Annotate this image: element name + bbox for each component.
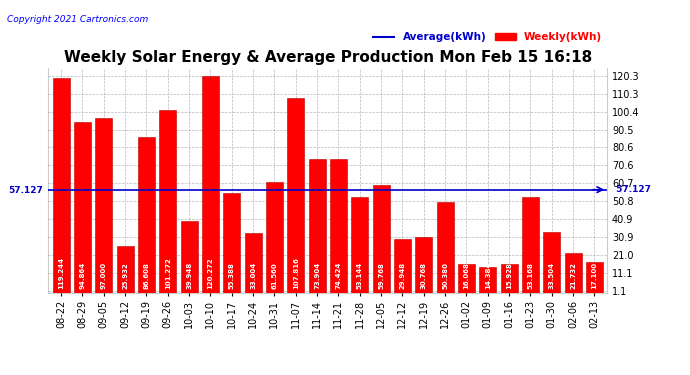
Bar: [543, 232, 560, 292]
Text: 120.272: 120.272: [208, 257, 213, 289]
Text: 14.384: 14.384: [485, 261, 491, 289]
Bar: [522, 197, 539, 292]
Bar: [330, 159, 347, 292]
Bar: [181, 220, 197, 292]
Text: 50.380: 50.380: [442, 262, 448, 289]
Bar: [224, 193, 240, 292]
Title: Weekly Solar Energy & Average Production Mon Feb 15 16:18: Weekly Solar Energy & Average Production…: [63, 50, 592, 65]
Bar: [394, 238, 411, 292]
Text: 107.816: 107.816: [293, 257, 299, 289]
Text: 119.244: 119.244: [58, 257, 64, 289]
Text: 15.928: 15.928: [506, 262, 512, 289]
Bar: [564, 254, 582, 292]
Bar: [500, 264, 518, 292]
Text: 29.948: 29.948: [400, 262, 406, 289]
Bar: [437, 202, 453, 292]
Text: Copyright 2021 Cartronics.com: Copyright 2021 Cartronics.com: [7, 15, 148, 24]
Text: 33.504: 33.504: [549, 262, 555, 289]
Bar: [287, 98, 304, 292]
Bar: [266, 182, 283, 292]
Text: 16.068: 16.068: [464, 262, 469, 289]
Bar: [74, 122, 91, 292]
Bar: [244, 233, 262, 292]
Bar: [95, 118, 112, 292]
Text: 53.168: 53.168: [527, 262, 533, 289]
Bar: [480, 267, 496, 292]
Text: 30.768: 30.768: [421, 262, 426, 289]
Text: 101.272: 101.272: [165, 257, 170, 289]
Bar: [308, 159, 326, 292]
Legend: Average(kWh), Weekly(kWh): Average(kWh), Weekly(kWh): [373, 32, 602, 42]
Bar: [458, 264, 475, 292]
Text: 33.004: 33.004: [250, 262, 256, 289]
Text: 74.424: 74.424: [335, 261, 342, 289]
Text: 97.000: 97.000: [101, 262, 107, 289]
Bar: [415, 237, 432, 292]
Text: 94.864: 94.864: [79, 262, 86, 289]
Bar: [159, 110, 176, 292]
Text: 21.732: 21.732: [570, 262, 576, 289]
Text: 59.768: 59.768: [378, 262, 384, 289]
Text: 55.388: 55.388: [229, 262, 235, 289]
Text: 86.608: 86.608: [144, 262, 150, 289]
Text: 39.948: 39.948: [186, 262, 192, 289]
Bar: [373, 185, 390, 292]
Text: 17.100: 17.100: [591, 262, 598, 289]
Bar: [351, 197, 368, 292]
Text: 57.127: 57.127: [613, 185, 651, 194]
Bar: [586, 262, 603, 292]
Text: 73.904: 73.904: [314, 262, 320, 289]
Bar: [202, 76, 219, 292]
Bar: [138, 136, 155, 292]
Bar: [52, 78, 70, 292]
Text: 61.560: 61.560: [271, 262, 277, 289]
Text: 25.932: 25.932: [122, 262, 128, 289]
Text: 53.144: 53.144: [357, 262, 363, 289]
Bar: [117, 246, 134, 292]
